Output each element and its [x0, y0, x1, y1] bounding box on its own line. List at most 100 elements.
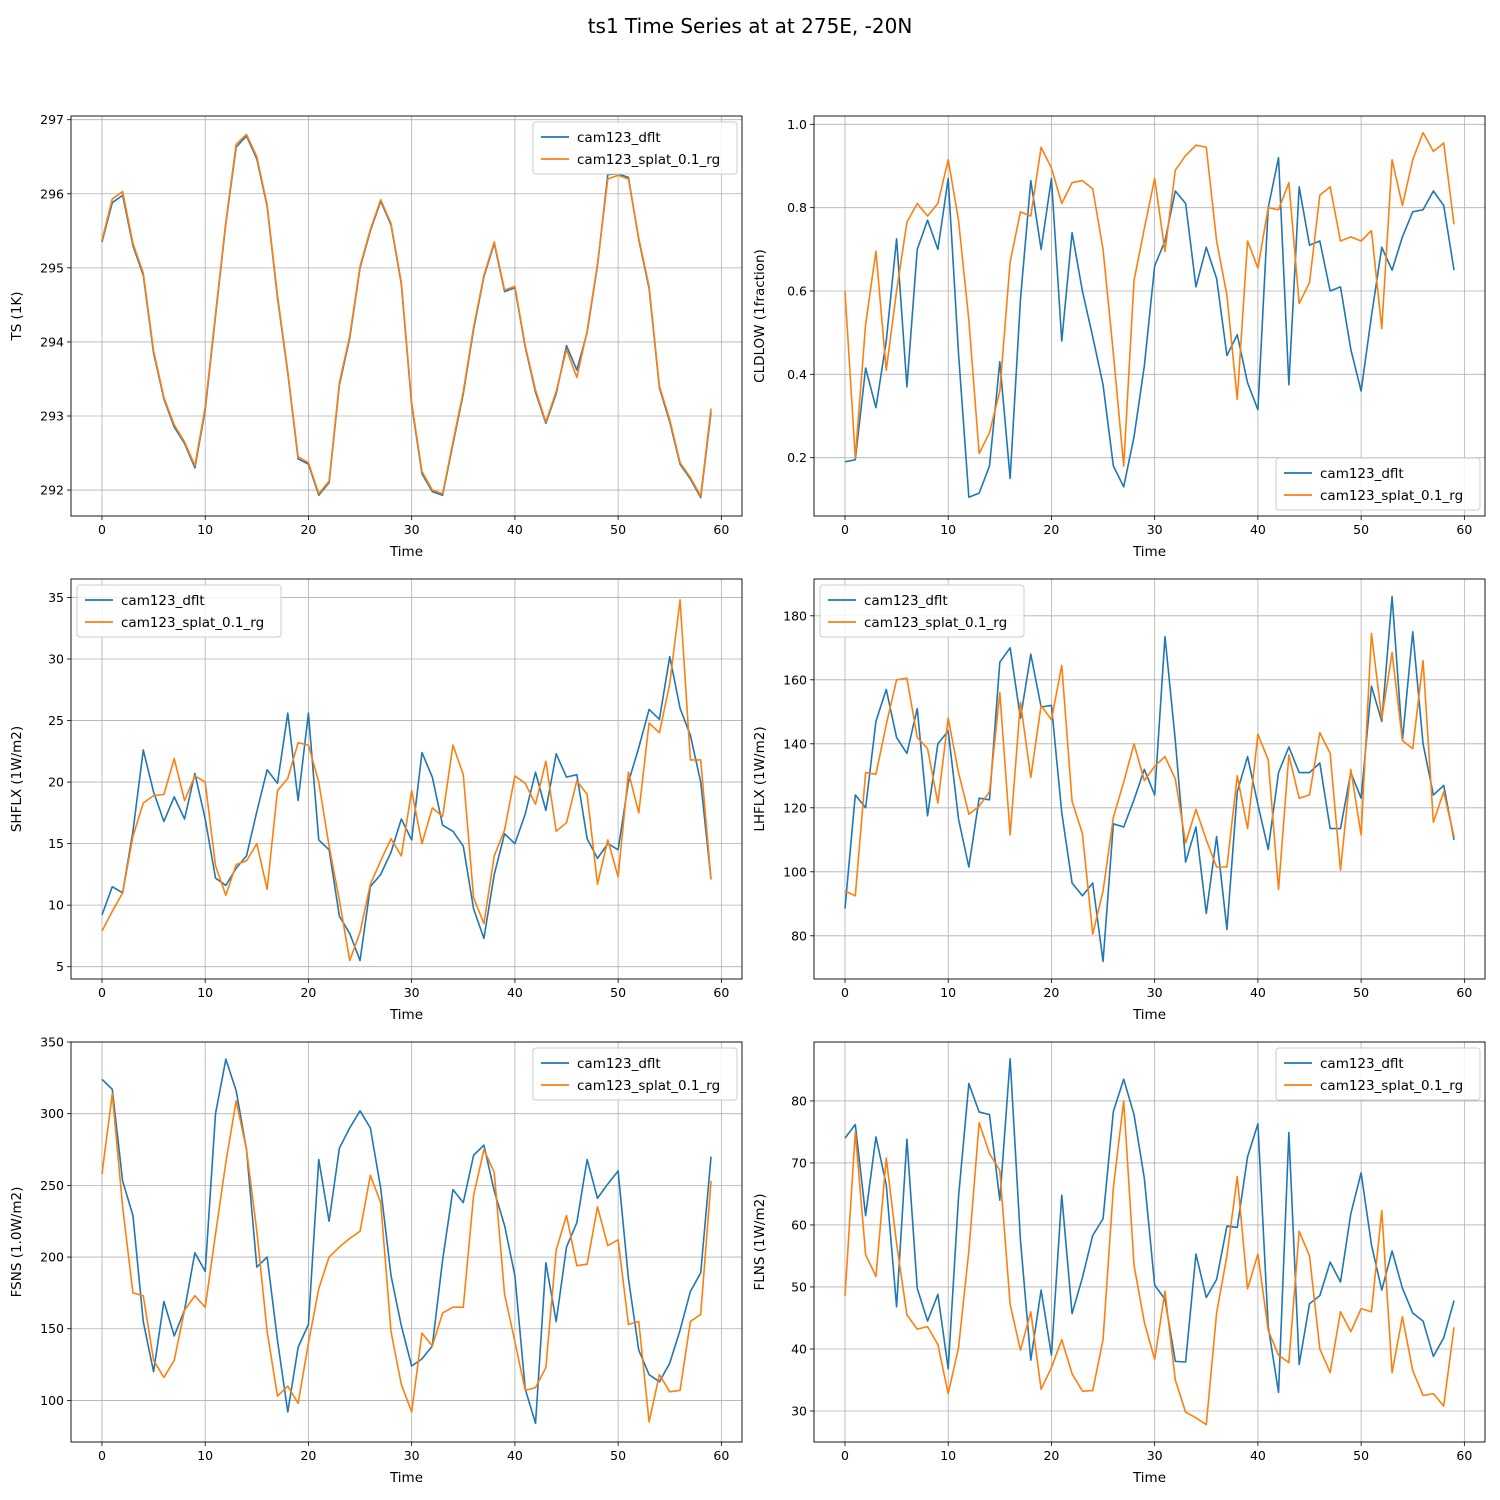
legend: cam123_dflt cam123_splat_0.1_rg	[819, 584, 1025, 638]
x-tick-label: 20	[1043, 1448, 1059, 1463]
legend-box	[76, 584, 282, 638]
y-tick-label: 0.8	[787, 200, 807, 215]
y-tick-label: 80	[791, 928, 807, 943]
x-axis-label: Time	[389, 1007, 423, 1023]
legend-label: cam123_dflt	[121, 593, 205, 609]
legend: cam123_dflt cam123_splat_0.1_rg	[1275, 457, 1481, 511]
x-axis-label: Time	[1132, 544, 1166, 560]
x-tick-label: 0	[841, 522, 849, 537]
series-line-cam123-dflt	[101, 655, 712, 962]
x-tick-label: 60	[713, 985, 729, 1000]
y-tick-label: 0.6	[787, 284, 807, 299]
x-tick-label: 0	[98, 1448, 106, 1463]
subplot-3: 0 10 20 30 40 50 60 5 10 15 20 25 30 35 Time SHFLX (1W/…	[9, 578, 743, 1023]
x-axis-label: Time	[1132, 1470, 1166, 1486]
legend-box	[1275, 457, 1481, 511]
legend-label: cam123_dflt	[577, 1056, 661, 1072]
x-axis-label: Time	[1132, 1007, 1166, 1023]
x-tick-label: 0	[98, 985, 106, 1000]
y-tick-label: 300	[40, 1106, 64, 1121]
series-line-cam123-dflt	[101, 135, 712, 499]
legend-label: cam123_dflt	[1320, 466, 1404, 482]
y-axis-label: SHFLX (1W/m2)	[9, 726, 25, 832]
y-tick-label: 100	[783, 864, 807, 879]
x-tick-label: 10	[197, 522, 213, 537]
x-tick-label: 40	[507, 1448, 523, 1463]
axes-frame	[70, 1041, 743, 1443]
x-tick-label: 30	[404, 522, 420, 537]
legend-box	[1275, 1047, 1481, 1101]
y-tick-label: 80	[791, 1093, 807, 1108]
legend-label: cam123_splat_0.1_rg	[577, 152, 720, 168]
legend-label: cam123_splat_0.1_rg	[864, 615, 1007, 631]
x-tick-label: 10	[197, 1448, 213, 1463]
y-tick-label: 160	[783, 672, 807, 687]
x-tick-label: 30	[404, 1448, 420, 1463]
x-tick-label: 30	[1147, 985, 1163, 1000]
x-tick-label: 50	[610, 1448, 626, 1463]
x-tick-label: 0	[841, 985, 849, 1000]
y-tick-label: 30	[48, 652, 64, 667]
x-tick-label: 30	[1147, 522, 1163, 537]
legend-box	[819, 584, 1025, 638]
y-tick-label: 5	[56, 959, 64, 974]
x-tick-label: 0	[98, 522, 106, 537]
x-tick-label: 20	[1043, 985, 1059, 1000]
x-tick-label: 10	[197, 985, 213, 1000]
axes-frame	[813, 1041, 1486, 1443]
x-tick-label: 20	[300, 985, 316, 1000]
axes-frame	[70, 115, 743, 517]
y-tick-label: 294	[40, 334, 64, 349]
axes-frame	[813, 115, 1486, 517]
series-line-cam123-splat-0-1-rg	[101, 133, 712, 497]
x-tick-label: 60	[713, 1448, 729, 1463]
y-tick-label: 200	[40, 1250, 64, 1265]
y-tick-label: 0.4	[787, 367, 807, 382]
legend-box	[532, 121, 738, 175]
y-tick-label: 1.0	[787, 117, 807, 132]
y-tick-label: 120	[783, 800, 807, 815]
legend-box	[532, 1047, 738, 1101]
y-tick-label: 60	[791, 1217, 807, 1232]
series-line-cam123-dflt	[844, 1057, 1455, 1394]
x-axis-label: Time	[389, 544, 423, 560]
y-tick-label: 20	[48, 775, 64, 790]
legend-label: cam123_splat_0.1_rg	[1320, 488, 1463, 504]
subplot-5: 0 10 20 30 40 50 60 100 150 200 250 300 350 Time FSNS …	[9, 1035, 743, 1486]
y-axis-label: LHFLX (1W/m2)	[752, 726, 768, 831]
legend-label: cam123_splat_0.1_rg	[1320, 1078, 1463, 1094]
legend-label: cam123_dflt	[1320, 1056, 1404, 1072]
subplot-6: 0 10 20 30 40 50 60 30 40 50 60 70 80 Time FLNS (1W/m2…	[752, 1041, 1486, 1486]
legend-label: cam123_splat_0.1_rg	[577, 1078, 720, 1094]
x-tick-label: 50	[610, 522, 626, 537]
x-tick-label: 50	[1353, 985, 1369, 1000]
legend-label: cam123_splat_0.1_rg	[121, 615, 264, 631]
y-tick-label: 100	[40, 1393, 64, 1408]
x-tick-label: 10	[940, 985, 956, 1000]
y-tick-label: 140	[783, 736, 807, 751]
y-tick-label: 0.2	[787, 450, 807, 465]
y-tick-label: 297	[40, 112, 64, 127]
series-line-cam123-splat-0-1-rg	[844, 632, 1455, 936]
x-tick-label: 60	[1456, 522, 1472, 537]
x-tick-label: 20	[300, 1448, 316, 1463]
x-tick-label: 10	[940, 1448, 956, 1463]
y-tick-label: 10	[48, 898, 64, 913]
subplot-2: 0 10 20 30 40 50 60 0.2 0.4 0.6 0.8 1.0 Time CLDLOW (…	[752, 115, 1486, 560]
subplot-4: 0 10 20 30 40 50 60 80 100 120 140 160 180 Time LHFLX …	[752, 578, 1486, 1023]
x-tick-label: 60	[713, 522, 729, 537]
y-tick-label: 295	[40, 260, 64, 275]
y-tick-label: 70	[791, 1155, 807, 1170]
x-axis-label: Time	[389, 1470, 423, 1486]
series-line-cam123-splat-0-1-rg	[844, 1100, 1455, 1426]
x-tick-label: 30	[404, 985, 420, 1000]
legend: cam123_dflt cam123_splat_0.1_rg	[1275, 1047, 1481, 1101]
x-tick-label: 0	[841, 1448, 849, 1463]
x-tick-label: 40	[1250, 522, 1266, 537]
y-tick-label: 50	[791, 1279, 807, 1294]
y-axis-label: CLDLOW (1fraction)	[752, 249, 768, 383]
y-tick-label: 293	[40, 409, 64, 424]
x-tick-label: 40	[1250, 985, 1266, 1000]
x-tick-label: 40	[507, 985, 523, 1000]
